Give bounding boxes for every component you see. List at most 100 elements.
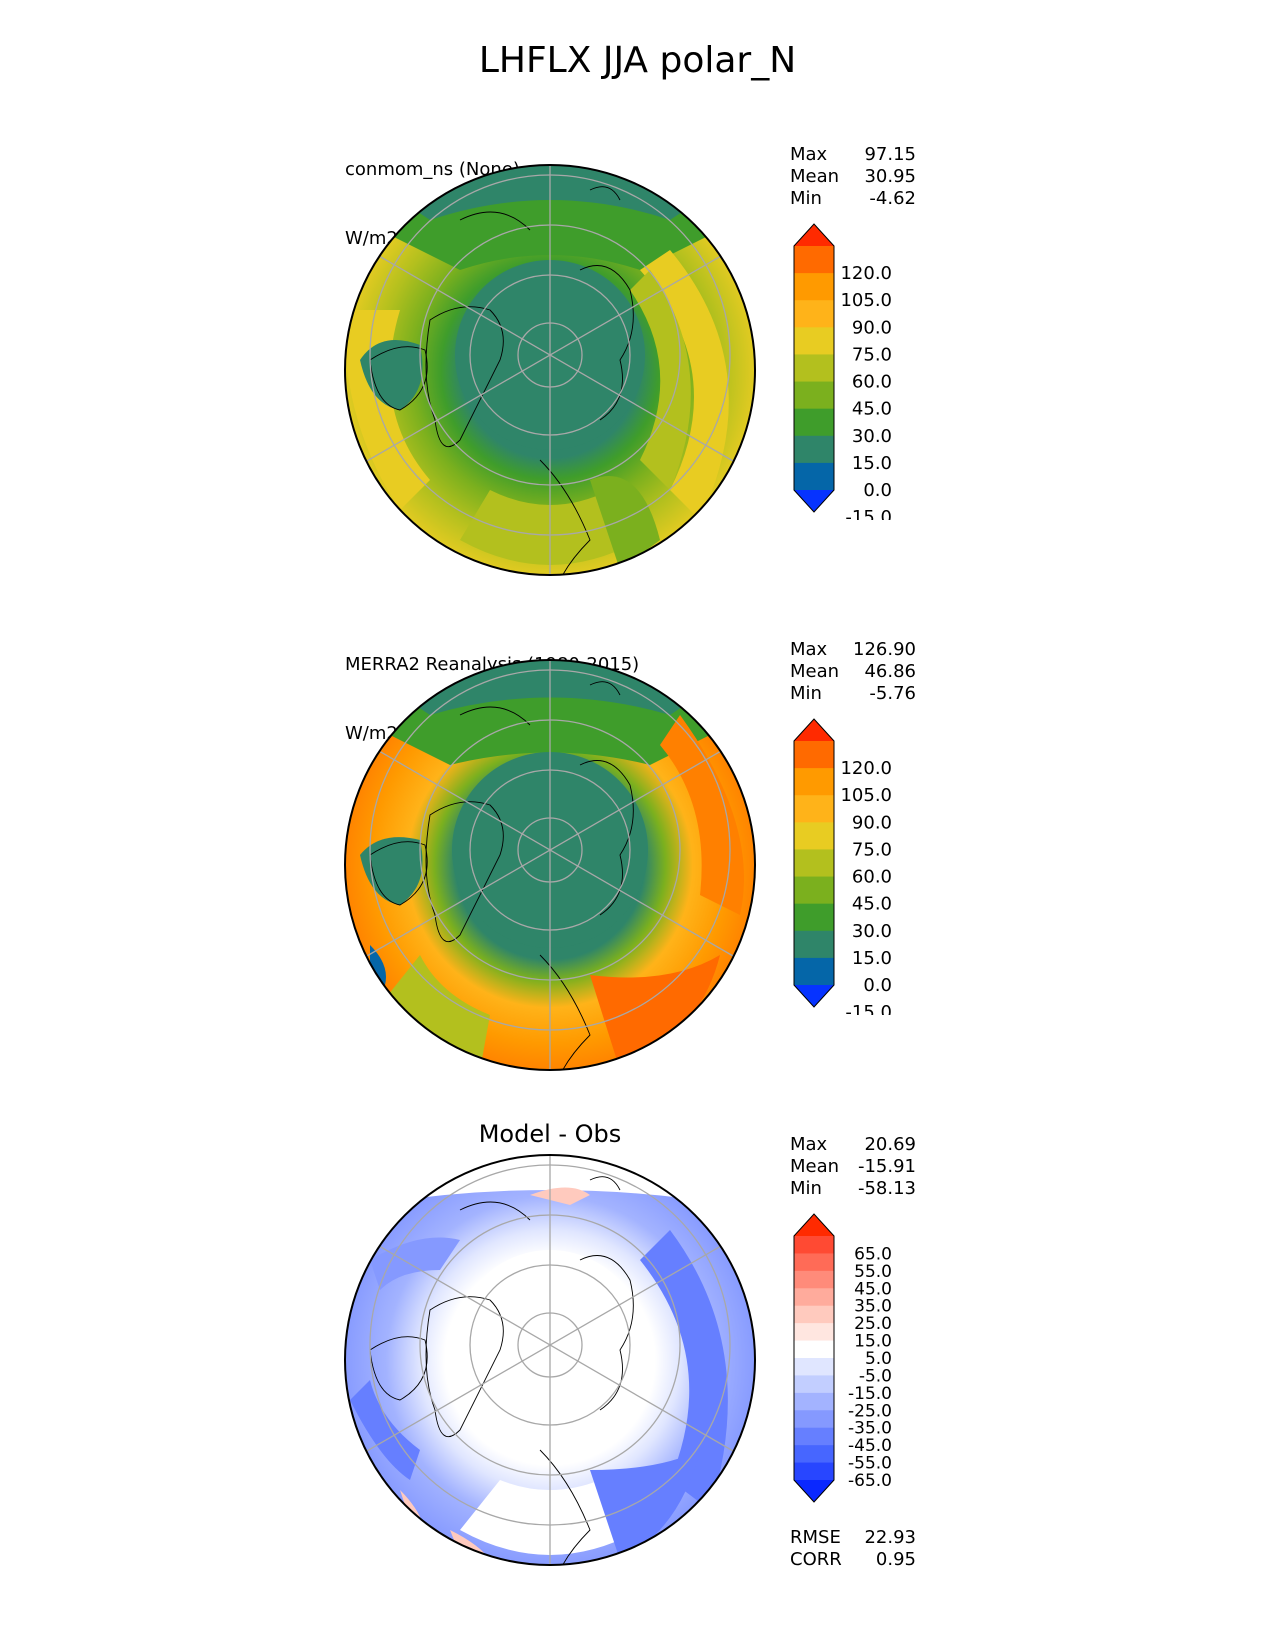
field-band (630, 270, 691, 490)
field-band (360, 837, 423, 905)
stat-label: Mean (790, 661, 840, 682)
colorbar-segment (794, 354, 834, 383)
colorbar-extend-min (794, 985, 834, 1007)
metric-value: 0.95 (875, 1549, 916, 1570)
colorbar-segment (794, 768, 834, 796)
colorbar-tick-label: -5.0 (859, 1366, 892, 1386)
colorbar-tick-label: 15.0 (852, 453, 892, 474)
panel-2-colorbar: 120.0 105.0 90.0 75.0 60.0 45.0 30.0 15.0 0.0 -15… (793, 718, 892, 1015)
stat-value: 30.95 (864, 166, 916, 187)
colorbar-tick-label: 25.0 (854, 1314, 892, 1334)
colorbar-segment (794, 327, 834, 355)
colorbar-extend-max (794, 719, 834, 741)
colorbar-segment (794, 1410, 834, 1429)
colorbar-tick-label: 45.0 (852, 399, 892, 420)
panel-3-metrics: RMSE 22.93 CORR 0.95 (790, 1527, 916, 1571)
field-band (380, 955, 490, 1070)
colorbar-segment (794, 903, 834, 932)
colorbar-segment (794, 300, 834, 328)
colorbar-segment (794, 1236, 834, 1254)
colorbar-segment (794, 930, 834, 959)
colorbar-outline (793, 1213, 835, 1503)
field-band (590, 955, 720, 1070)
colorbar-segment (794, 1340, 834, 1359)
panel-2-units: W/m2 (345, 723, 398, 744)
stat-value: 97.15 (864, 144, 916, 165)
panel-2-stats: Max 126.90 Mean 46.86 Min -5.76 (790, 639, 916, 705)
stat-value: 126.90 (853, 639, 916, 660)
colorbar-tick-label: 75.0 (852, 344, 892, 365)
stat-mean-row: Mean 46.86 (790, 661, 916, 683)
colorbar-segment (794, 876, 834, 905)
graticule (359, 660, 741, 1070)
colorbar-segment (794, 1358, 834, 1376)
colorbar-tick-label: 120.0 (840, 263, 892, 284)
metric-label: CORR (790, 1549, 842, 1570)
stat-label: Max (790, 144, 828, 165)
colorbar-tick-label: 105.0 (840, 785, 892, 806)
stat-value: -5.76 (869, 683, 916, 704)
figure-title: LHFLX JJA polar_N (478, 40, 797, 81)
field-band (370, 1237, 460, 1290)
graticule (359, 1155, 741, 1565)
stat-label: Mean (790, 1156, 840, 1177)
colorbar-outline (793, 718, 835, 1008)
stat-label: Max (790, 1134, 828, 1155)
stat-value: -58.13 (857, 1178, 916, 1199)
stat-mean-row: Mean 30.95 (790, 166, 916, 188)
stat-value: -4.62 (869, 188, 916, 209)
colorbar-tick-label: 90.0 (852, 317, 892, 338)
colorbar-tick-label: 120.0 (840, 758, 892, 779)
colorbar-tick-label: 5.0 (865, 1349, 892, 1369)
panel-1-polar-map (344, 164, 756, 576)
metric-label: RMSE (790, 1527, 841, 1548)
colorbar-segment (794, 408, 834, 437)
panel-3-stats: Max 20.69 Mean -15.91 Min -58.13 (790, 1134, 916, 1200)
field-band (350, 1380, 420, 1480)
colorbar-segment (794, 795, 834, 823)
field-band (640, 1230, 728, 1510)
colorbar-segment (794, 1427, 834, 1446)
colorbar-tick-label: 15.0 (854, 1332, 892, 1352)
metric-corr-row: CORR 0.95 (790, 1549, 916, 1571)
colorbar-extend-min (794, 490, 834, 512)
colorbar-segment (794, 462, 834, 491)
colorbar-tick-label: -15.0 (845, 507, 892, 520)
stat-label: Max (790, 639, 828, 660)
field-band (360, 340, 423, 410)
colorbar-segment (794, 1375, 834, 1394)
colorbar-tick-label: 45.0 (852, 894, 892, 915)
colorbar-tick-label: 30.0 (852, 921, 892, 942)
map-boundary (344, 164, 756, 576)
colorbar-segment (794, 822, 834, 850)
colorbar-tick-label: 55.0 (854, 1262, 892, 1282)
colorbar-tick-label: 35.0 (854, 1297, 892, 1317)
colorbar-tick-label: -45.0 (848, 1436, 892, 1456)
colorbar-segment (794, 849, 834, 878)
colorbar-tick-label: 30.0 (852, 426, 892, 447)
colorbar-tick-label: 90.0 (852, 812, 892, 833)
colorbar-segment (794, 1305, 834, 1324)
graticule (359, 165, 741, 575)
field-band (590, 476, 660, 570)
panel-1-stats: Max 97.15 Mean 30.95 Min -4.62 (790, 144, 916, 210)
colorbar-segment (794, 1288, 834, 1307)
colorbar-extend-max (794, 224, 834, 246)
stat-value: 46.86 (864, 661, 916, 682)
stat-label: Min (790, 188, 822, 209)
colorbar-segment (794, 1462, 834, 1481)
colorbar-tick-label: 0.0 (863, 480, 892, 501)
colorbar-tick-label: -35.0 (848, 1419, 892, 1439)
panel-3-polar-map (344, 1154, 756, 1566)
map-boundary (344, 659, 756, 1071)
stat-value: -15.91 (857, 1156, 916, 1177)
field-band (530, 1187, 590, 1205)
colorbar-tick-label: -15.0 (845, 1002, 892, 1015)
colorbar-segment (794, 273, 834, 301)
stat-min-row: Min -4.62 (790, 188, 916, 210)
colorbar-tick-label: 60.0 (852, 372, 892, 393)
stat-max-row: Max 20.69 (790, 1134, 916, 1156)
panel-1-colorbar: 120.0 105.0 90.0 75.0 60.0 45.0 30.0 15.0 0.0 -15… (793, 223, 892, 520)
map-boundary (344, 1154, 756, 1566)
stat-value: 20.69 (864, 1134, 916, 1155)
